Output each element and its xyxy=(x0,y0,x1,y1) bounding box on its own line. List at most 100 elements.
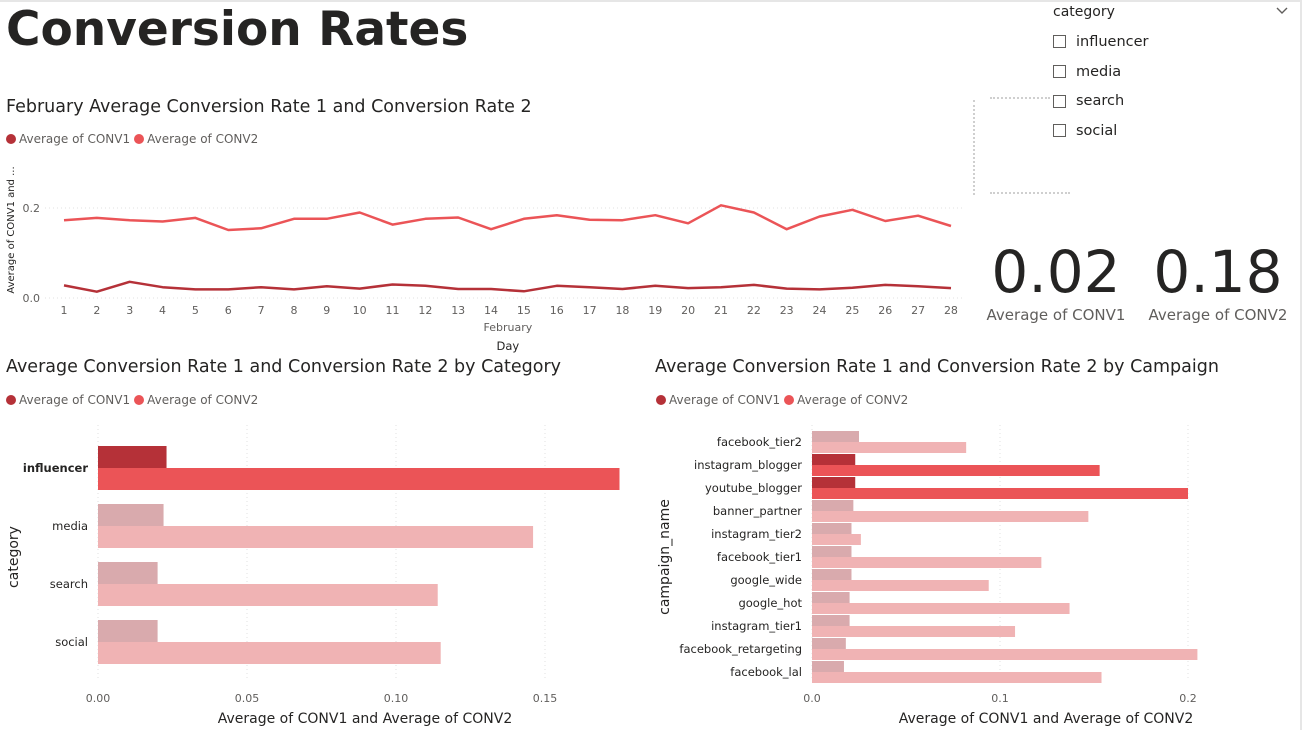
legend-item-conv1[interactable]: Average of CONV1 xyxy=(656,393,780,407)
x-tick-label: 6 xyxy=(225,304,232,317)
checkbox[interactable] xyxy=(1053,94,1066,108)
category-label-instagram_blogger: instagram_blogger xyxy=(694,458,802,472)
kpi-label-conv2: Average of CONV2 xyxy=(1148,306,1288,324)
category-chart-legend: Average of CONV1 Average of CONV2 xyxy=(6,393,262,407)
frame-top-border xyxy=(0,0,1302,2)
slicer-option-label: social xyxy=(1076,122,1118,139)
category-label-google_wide: google_wide xyxy=(730,573,802,587)
y-axis-title: campaign_name xyxy=(657,499,673,615)
bar-conv1-google_wide xyxy=(812,569,852,580)
bar-conv2-instagram_tier1 xyxy=(812,626,1016,637)
category-label-search: search xyxy=(50,577,88,591)
legend-marker-conv1 xyxy=(6,134,16,144)
kpi-label-conv1: Average of CONV1 xyxy=(986,306,1126,324)
bar-conv1-facebook_lal xyxy=(812,661,844,672)
x-tick-label: 4 xyxy=(159,304,166,317)
x-tick-label: 24 xyxy=(813,304,827,317)
bar-conv1-instagram_tier2 xyxy=(812,523,852,534)
category-label-media: media xyxy=(52,519,88,533)
series-line-conv1 xyxy=(63,280,952,293)
chevron-down-shape xyxy=(1276,7,1288,14)
category-label-facebook_retargeting: facebook_retargeting xyxy=(679,642,802,656)
x-tick-label: 0.00 xyxy=(86,692,111,705)
bar-conv2-facebook_retargeting xyxy=(812,649,1198,660)
y-axis-title: Average of CONV1 and ... xyxy=(6,166,17,293)
category-slicer: category influencer media search social xyxy=(1053,4,1293,146)
slicer-option-media[interactable]: media xyxy=(1053,57,1293,87)
slicer-option-label: search xyxy=(1076,93,1125,110)
legend-item-conv1[interactable]: Average of CONV1 xyxy=(6,132,130,146)
category-chart-title: Average Conversion Rate 1 and Conversion… xyxy=(6,357,562,377)
legend-label-conv2: Average of CONV2 xyxy=(147,132,259,146)
legend-item-conv1[interactable]: Average of CONV1 xyxy=(6,393,130,407)
checkbox[interactable] xyxy=(1053,65,1066,79)
bar-conv2-media xyxy=(98,526,534,548)
legend-marker-conv1 xyxy=(6,395,16,405)
category-label-google_hot: google_hot xyxy=(738,596,802,610)
chevron-down-icon[interactable] xyxy=(1275,4,1289,20)
legend-label-conv1: Average of CONV1 xyxy=(19,132,131,146)
x-axis-title: Day xyxy=(497,339,520,353)
x-tick-label: 15 xyxy=(517,304,531,317)
slicer-option-social[interactable]: social xyxy=(1053,116,1293,146)
bar-conv2-facebook_tier1 xyxy=(812,557,1042,568)
bar-conv2-facebook_tier2 xyxy=(812,442,967,453)
bar-conv2-facebook_lal xyxy=(812,672,1102,683)
category-label-facebook_tier1: facebook_tier1 xyxy=(717,550,802,564)
category-label-youtube_blogger: youtube_blogger xyxy=(705,481,802,495)
bar-conv1-youtube_blogger xyxy=(812,477,856,488)
kpi-card-conv1: 0.02 Average of CONV1 xyxy=(985,243,1127,324)
x-axis-title: Average of CONV1 and Average of CONV2 xyxy=(218,711,513,727)
x-tick-label: 1 xyxy=(61,304,68,317)
category-label-banner_partner: banner_partner xyxy=(713,504,802,518)
kpi-value-conv1: 0.02 xyxy=(991,238,1121,306)
x-tick-label: 21 xyxy=(714,304,728,317)
bar-conv2-google_wide xyxy=(812,580,989,591)
bar-conv2-youtube_blogger xyxy=(812,488,1188,499)
x-tick-label: 11 xyxy=(386,304,400,317)
bar-conv1-search xyxy=(98,562,158,584)
x-tick-label: 28 xyxy=(944,304,958,317)
legend-item-conv2[interactable]: Average of CONV2 xyxy=(134,132,258,146)
checkbox[interactable] xyxy=(1053,124,1066,138)
x-tick-label: 10 xyxy=(353,304,367,317)
y-tick-label: 0.0 xyxy=(23,292,41,305)
slicer-option-label: influencer xyxy=(1076,33,1149,50)
category-label-influencer: influencer xyxy=(23,461,88,475)
page-title: Conversion Rates xyxy=(6,2,469,57)
line-chart: 0.00.21 2 3 4 5 6 7 8 9 10 11 12 13 14 15 16 17 18 19 20 21 2… xyxy=(6,166,965,353)
bar-conv1-influencer xyxy=(98,446,167,468)
line-chart-legend: Average of CONV1 Average of CONV2 xyxy=(6,132,262,146)
category-label-instagram_tier1: instagram_tier1 xyxy=(711,619,802,633)
x-tick-label: 23 xyxy=(780,304,794,317)
x-axis-title: Average of CONV1 and Average of CONV2 xyxy=(899,711,1194,727)
legend-item-conv2[interactable]: Average of CONV2 xyxy=(784,393,908,407)
slicer-option-search[interactable]: search xyxy=(1053,86,1293,116)
legend-marker-conv2 xyxy=(134,134,145,144)
legend-label-conv1: Average of CONV1 xyxy=(669,393,781,407)
category-label-facebook_tier2: facebook_tier2 xyxy=(717,435,802,449)
x-tick-label: 0.2 xyxy=(1179,692,1197,705)
bar-conv2-search xyxy=(98,584,438,606)
series-line-conv2 xyxy=(63,204,952,232)
slicer-option-influencer[interactable]: influencer xyxy=(1053,27,1293,57)
bar-conv2-instagram_blogger xyxy=(812,465,1100,476)
bar-conv1-banner_partner xyxy=(812,500,854,511)
x-tick-label: 7 xyxy=(258,304,265,317)
category-chart: 0.00 0.05 0.10 0.15 Average of CONV1 and Ave… xyxy=(6,425,620,727)
x-tick-label: 27 xyxy=(911,304,925,317)
x-tick-label: 17 xyxy=(583,304,597,317)
category-label-instagram_tier2: instagram_tier2 xyxy=(711,527,802,541)
x-tick-label: 12 xyxy=(418,304,432,317)
legend-marker-conv2 xyxy=(784,395,795,405)
slicer-dotted-border-bottom xyxy=(990,192,1070,194)
checkbox[interactable] xyxy=(1053,35,1066,49)
x-tick-label: 9 xyxy=(323,304,330,317)
legend-item-conv2[interactable]: Average of CONV2 xyxy=(134,393,258,407)
legend-marker-conv2 xyxy=(134,395,145,405)
category-label-social: social xyxy=(55,635,88,649)
bar-conv1-social xyxy=(98,620,158,642)
x-tick-label: 22 xyxy=(747,304,761,317)
y-tick-label: 0.2 xyxy=(23,202,41,215)
bar-conv1-media xyxy=(98,504,164,526)
